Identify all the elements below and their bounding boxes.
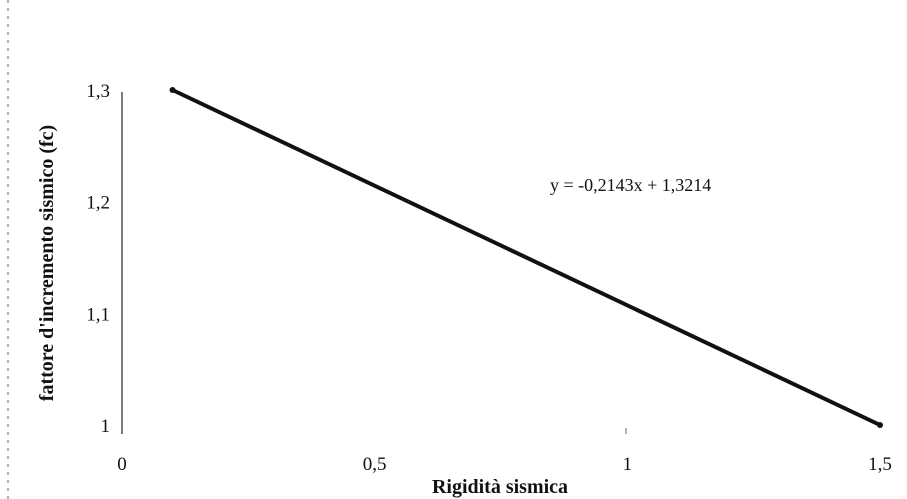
data-point xyxy=(169,87,176,93)
y-tick-label: 1,2 xyxy=(86,193,110,214)
data-point xyxy=(877,422,883,428)
y-axis-title: fattore d'incremento sismico (fc) xyxy=(36,125,58,401)
y-tick-labels: 1 1,1 1,2 1,3 xyxy=(86,81,110,437)
trendline-equation: y = -0,2143x + 1,3214 xyxy=(550,175,711,195)
x-tick-label: 1,5 xyxy=(868,454,892,475)
x-tick-labels: 0 0,5 1 1,5 xyxy=(117,454,892,475)
x-axis-title: Rigidità sismica xyxy=(432,476,568,498)
x-tick-label: 0,5 xyxy=(363,454,387,475)
x-tick-label: 1 xyxy=(623,454,633,475)
series-layer xyxy=(169,87,883,428)
x-tick-label: 0 xyxy=(117,454,127,475)
series-line xyxy=(170,88,882,427)
y-tick-label: 1 xyxy=(101,416,111,437)
y-tick-label: 1,1 xyxy=(86,304,110,325)
y-tick-label: 1,3 xyxy=(86,81,110,102)
